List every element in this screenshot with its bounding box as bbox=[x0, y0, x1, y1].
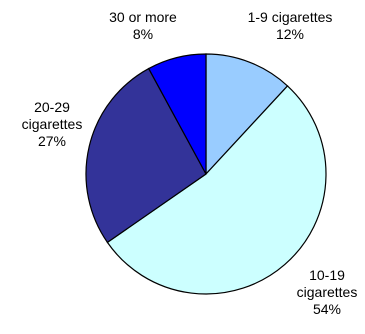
pie-slice-3 bbox=[85, 67, 207, 244]
slice-percent-label: 27% bbox=[38, 133, 66, 149]
pie-slice-2 bbox=[106, 85, 327, 295]
slice-category-label: cigarettes bbox=[22, 116, 83, 132]
slice-percent-label: 8% bbox=[133, 26, 153, 42]
pie-slices bbox=[85, 53, 327, 295]
slice-category-label: 30 or more bbox=[109, 9, 177, 25]
slice-category-label: 20-29 bbox=[34, 99, 70, 115]
pie-slice-1 bbox=[205, 53, 289, 176]
slice-category-label: 10-19 bbox=[309, 267, 345, 283]
pie-slice-4 bbox=[147, 53, 207, 175]
slice-percent-label: 12% bbox=[276, 26, 304, 42]
slice-category-label: 1-9 cigarettes bbox=[248, 9, 333, 25]
slice-percent-label: 54% bbox=[313, 301, 341, 317]
slice-category-label: cigarettes bbox=[297, 284, 358, 300]
pie-labels: 1-9 cigarettes12%10-19cigarettes54%20-29… bbox=[22, 9, 358, 317]
